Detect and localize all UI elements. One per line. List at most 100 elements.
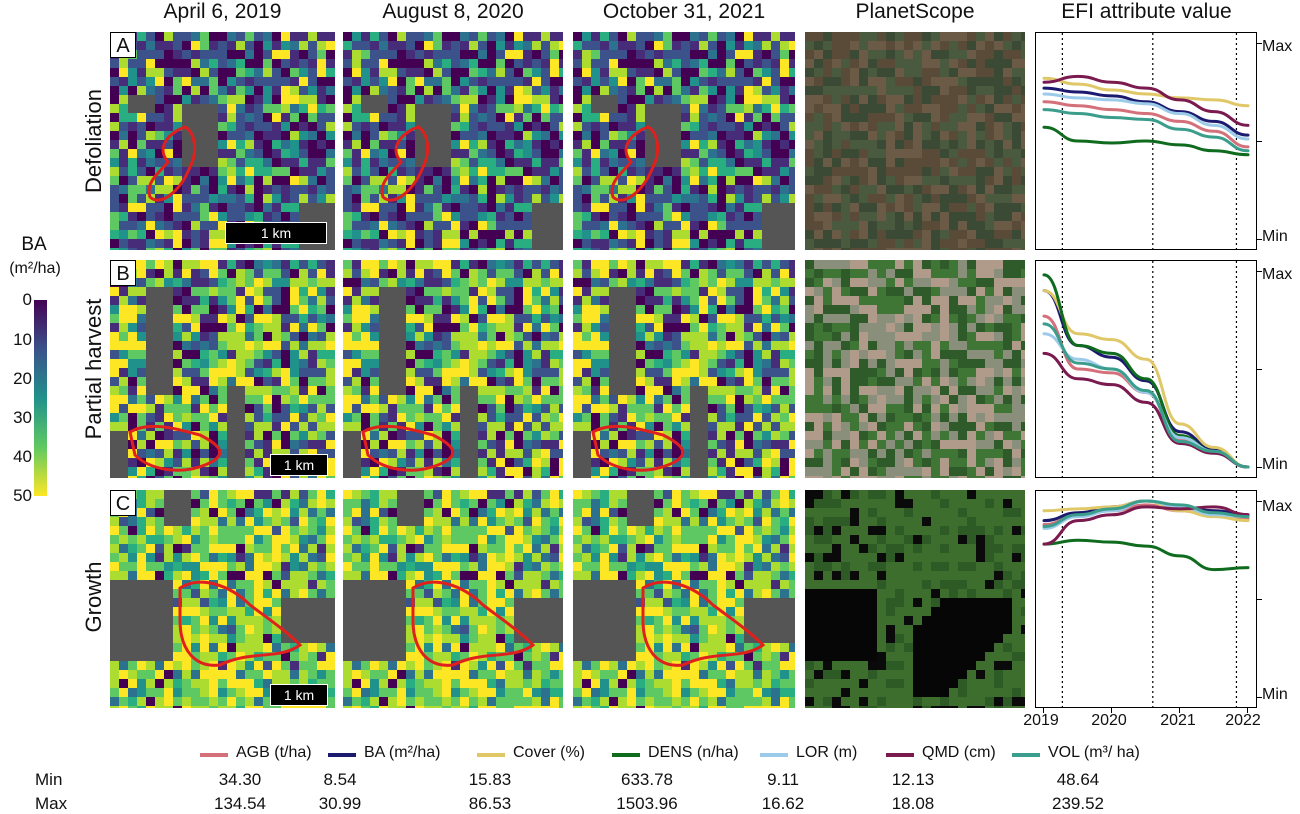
legend-swatch — [612, 753, 640, 757]
efi-chart-b — [1035, 260, 1262, 478]
y-axis-tick — [1256, 271, 1262, 273]
y-axis-tick — [1256, 467, 1262, 469]
x-tick-2020: 2020 — [1091, 712, 1127, 729]
series-line-dens — [1042, 538, 1250, 572]
x-axis-tick — [1179, 708, 1181, 713]
series-line-dens — [1042, 125, 1250, 157]
series-line-cover — [1042, 76, 1250, 108]
efi-a-max-label: Max — [1262, 38, 1293, 55]
legend-label: VOL (m³/ ha) — [1048, 744, 1140, 761]
legend-swatch — [477, 753, 505, 757]
series-line-vol — [1042, 322, 1250, 469]
ba-map-panel — [573, 32, 795, 250]
colorbar-tick: 0 — [22, 290, 32, 309]
column-title-4: PlanetScope — [855, 0, 975, 23]
x-axis-tick — [1043, 708, 1045, 713]
legend-swatch — [328, 753, 356, 757]
stat-max-value: 86.53 — [468, 794, 512, 813]
legend-label: AGB (t/ha) — [236, 744, 312, 761]
series-line-vol — [1042, 108, 1250, 153]
stat-max-value: 30.99 — [318, 794, 362, 813]
colorbar-tick: 20 — [13, 369, 32, 388]
series-line-qmd — [1042, 505, 1250, 546]
y-axis-tick — [1256, 43, 1262, 45]
series-line-cover — [1042, 289, 1250, 469]
series-line-ba — [1042, 86, 1250, 137]
x-tick-2021: 2021 — [1160, 712, 1196, 729]
efi-chart-a-svg — [1042, 33, 1250, 249]
legend-label: DENS (n/ha) — [648, 744, 739, 761]
stats-min-label: Min — [35, 770, 63, 789]
efi-b-max-label: Max — [1262, 266, 1293, 283]
stat-min-value: 633.78 — [621, 770, 673, 789]
colorbar-title: BA — [21, 234, 47, 255]
colorbar-tick: 40 — [13, 447, 32, 466]
colorbar-tick: 10 — [13, 330, 32, 349]
y-axis-tick — [1256, 501, 1262, 503]
y-axis-tick — [1256, 697, 1262, 699]
stat-max-value: 134.54 — [214, 794, 266, 813]
stats-max-label: Max — [35, 794, 68, 813]
colorbar — [34, 300, 47, 496]
planetscope-image — [805, 32, 1025, 250]
y-axis-tick — [1256, 369, 1262, 371]
stat-max-value: 1503.96 — [616, 794, 678, 813]
series-line-vol — [1042, 499, 1250, 528]
colorbar-tick: 30 — [13, 408, 32, 427]
series-line-dens — [1042, 273, 1250, 469]
efi-c-max-label: Max — [1262, 498, 1293, 515]
panel-letter: C — [110, 490, 136, 516]
scale-bar: 1 km — [225, 222, 327, 244]
row-title-c: Growth — [81, 561, 106, 633]
y-axis-tick — [1256, 141, 1262, 143]
series-line-lor — [1042, 92, 1250, 141]
efi-c-min-label: Min — [1262, 686, 1288, 703]
column-title-5: EFI attribute value — [1061, 0, 1232, 23]
legend-swatch — [886, 753, 914, 757]
ba-map-panel — [343, 32, 563, 250]
legend-swatch — [1012, 753, 1040, 757]
colorbar-unit: (m²/ha) — [9, 260, 61, 277]
series-line-qmd — [1042, 74, 1250, 127]
legend-label: LOR (m) — [796, 744, 858, 761]
x-tick-2022: 2022 — [1225, 712, 1261, 729]
legend-label: QMD (cm) — [922, 744, 996, 761]
series-line-agb — [1042, 100, 1250, 149]
efi-chart-a — [1035, 32, 1262, 250]
legend-label: Cover (%) — [513, 744, 586, 761]
stat-max-value: 18.08 — [891, 794, 935, 813]
colorbar-tick: 50 — [13, 486, 32, 505]
efi-a-min-label: Min — [1262, 228, 1288, 245]
y-axis-tick — [1256, 599, 1262, 601]
column-title-2: August 8, 2020 — [382, 0, 524, 23]
ba-map-panel: A 1 km — [110, 32, 335, 250]
planetscope-image — [805, 490, 1025, 708]
row-title-b: Partial harvest — [81, 298, 106, 440]
stat-min-value: 15.83 — [468, 770, 512, 789]
stat-min-value: 8.54 — [323, 770, 357, 789]
stat-max-value: 239.52 — [1052, 794, 1104, 813]
stat-min-value: 34.30 — [218, 770, 262, 789]
ba-map-panel — [343, 260, 563, 478]
stat-min-value: 12.13 — [891, 770, 935, 789]
legend-label: BA (m²/ha) — [364, 744, 441, 761]
row-title-a: Defoliation — [81, 89, 106, 193]
scale-bar: 1 km — [270, 454, 328, 476]
column-title-1: April 6, 2019 — [163, 0, 282, 23]
x-tick-2019: 2019 — [1023, 712, 1059, 729]
panel-letter: B — [110, 260, 136, 286]
series-line-qmd — [1042, 351, 1250, 469]
planetscope-image — [805, 260, 1025, 478]
y-axis-tick — [1256, 239, 1262, 241]
stat-min-value: 9.11 — [767, 770, 799, 789]
ba-map-panel: C 1 km — [110, 490, 335, 708]
ba-map-panel — [573, 260, 795, 478]
efi-chart-c-svg — [1042, 491, 1250, 707]
legend-swatch — [760, 753, 788, 757]
ba-map-panel: B 1 km — [110, 260, 335, 478]
legend: AGB (t/ha) BA (m²/ha) Cover (%) DENS (n/ha)… — [200, 744, 1300, 768]
stat-min-value: 48.64 — [1056, 770, 1100, 789]
legend-swatch — [200, 753, 228, 757]
x-axis-tick — [1111, 708, 1113, 713]
efi-chart-b-svg — [1042, 261, 1250, 477]
